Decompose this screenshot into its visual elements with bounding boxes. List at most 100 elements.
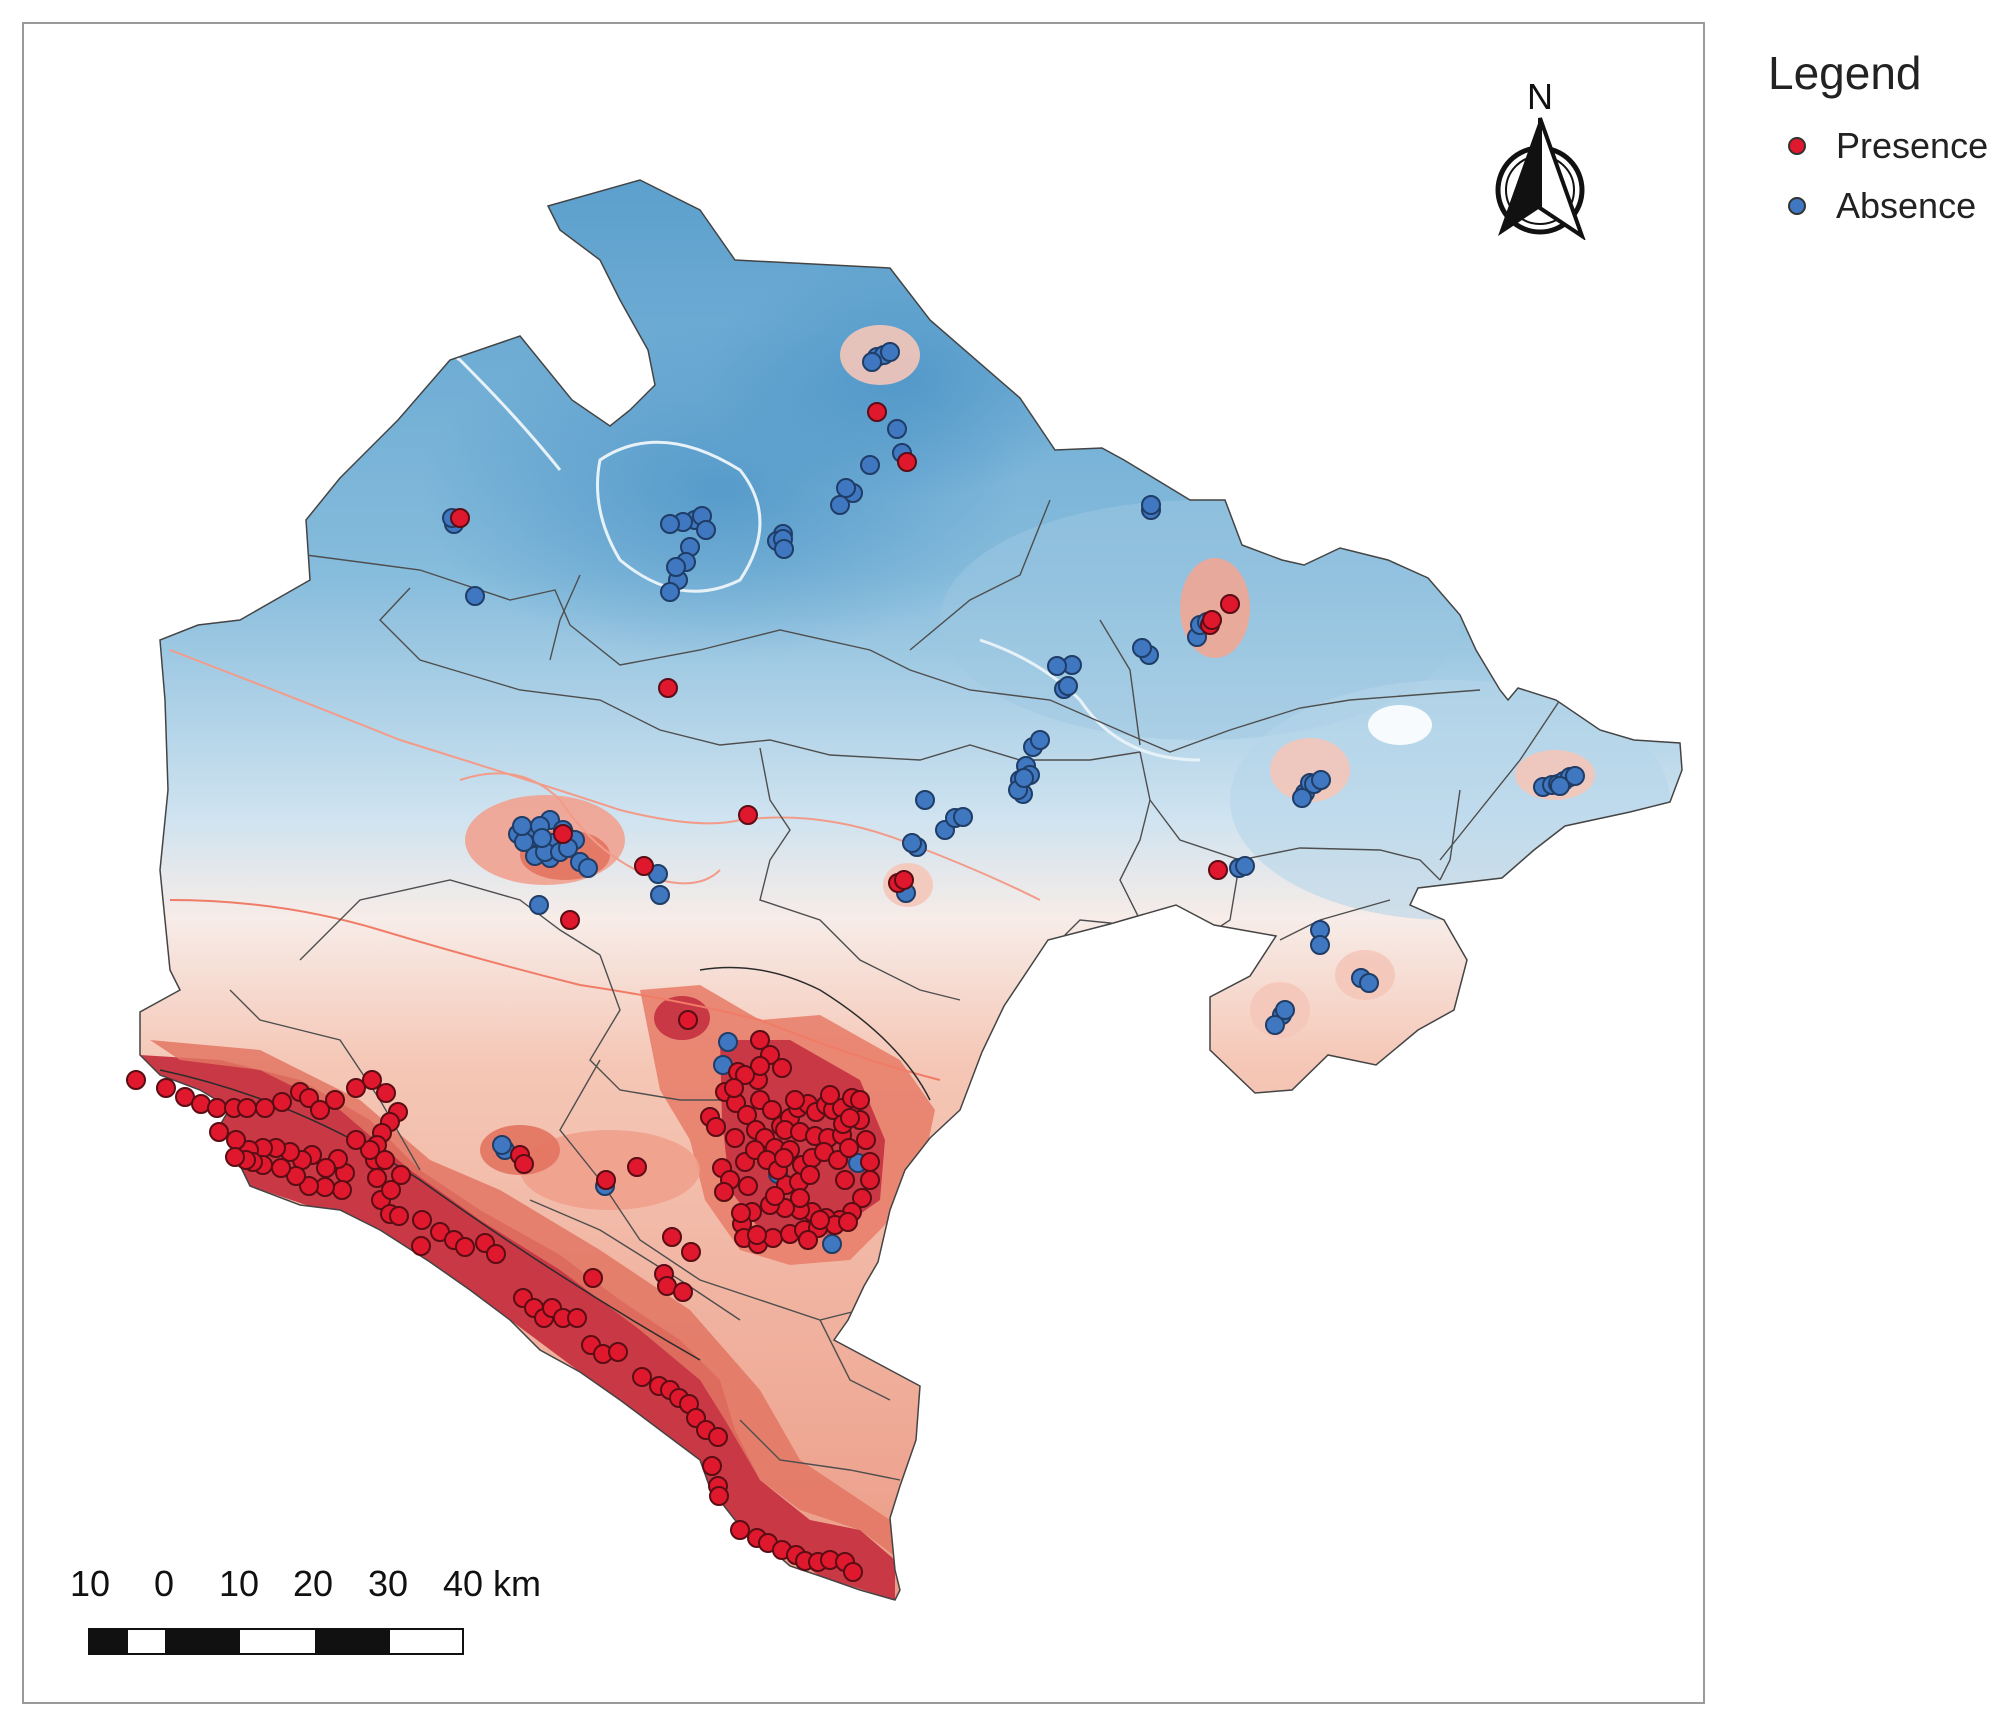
scale-label: 20 — [292, 1563, 334, 1604]
presence-point — [381, 1180, 401, 1200]
scale-bar-segment — [165, 1630, 240, 1653]
presence-marker-icon — [1788, 137, 1806, 155]
presence-point — [553, 824, 573, 844]
presence-point — [673, 1282, 693, 1302]
absence-point — [1275, 1000, 1295, 1020]
absence-point — [915, 790, 935, 810]
presence-point — [316, 1158, 336, 1178]
north-arrow-icon — [1495, 117, 1586, 240]
presence-point — [226, 1130, 246, 1150]
absence-point — [1265, 1015, 1285, 1035]
presence-point — [1202, 610, 1222, 630]
absence-point — [836, 478, 856, 498]
presence-point — [411, 1236, 431, 1256]
scale-bar — [88, 1628, 464, 1655]
presence-point-layer — [126, 402, 1240, 1582]
presence-point — [360, 1140, 380, 1160]
presence-point — [790, 1188, 810, 1208]
presence-point — [310, 1100, 330, 1120]
legend: Legend Presence Absence — [1760, 46, 2010, 236]
presence-point — [798, 1230, 818, 1250]
presence-point — [255, 1098, 275, 1118]
absence-point — [1550, 776, 1570, 796]
presence-point — [567, 1308, 587, 1328]
scale-bar-labels: 10 0 10 20 30 40 km — [62, 1563, 582, 1613]
presence-point — [702, 1456, 722, 1476]
presence-point — [225, 1147, 245, 1167]
absence-point — [1058, 676, 1078, 696]
legend-title: Legend — [1768, 47, 1922, 99]
presence-point — [596, 1170, 616, 1190]
absence-point — [465, 586, 485, 606]
absence-point — [1235, 856, 1255, 876]
presence-point — [346, 1078, 366, 1098]
absence-point — [650, 885, 670, 905]
absence-point — [880, 342, 900, 362]
presence-point — [838, 1212, 858, 1232]
presence-point — [774, 1148, 794, 1168]
presence-point — [367, 1168, 387, 1188]
presence-point — [894, 870, 914, 890]
absence-point — [1132, 638, 1152, 658]
presence-point — [678, 1010, 698, 1030]
presence-point — [762, 1100, 782, 1120]
absence-point — [902, 833, 922, 853]
municipal-borders — [229, 499, 1561, 1481]
presence-point — [765, 1186, 785, 1206]
presence-point — [209, 1122, 229, 1142]
presence-point — [709, 1486, 729, 1506]
absence-point — [1141, 495, 1161, 515]
presence-point — [856, 1130, 876, 1150]
scale-label: 10 — [69, 1563, 111, 1604]
absence-point-layer — [442, 342, 1585, 1254]
scale-bar-segment — [128, 1630, 165, 1653]
presence-point — [840, 1108, 860, 1128]
presence-point — [800, 1165, 820, 1185]
presence-point — [560, 910, 580, 930]
absence-point — [512, 816, 532, 836]
presence-point — [608, 1342, 628, 1362]
presence-point — [332, 1180, 352, 1200]
presence-point — [658, 678, 678, 698]
absence-point — [529, 895, 549, 915]
absence-point — [1310, 935, 1330, 955]
presence-point — [897, 452, 917, 472]
absence-point — [774, 539, 794, 559]
presence-point — [735, 1065, 755, 1085]
presence-point — [662, 1227, 682, 1247]
presence-point — [389, 1206, 409, 1226]
presence-point — [299, 1176, 319, 1196]
presence-point — [455, 1237, 475, 1257]
presence-point — [583, 1268, 603, 1288]
absence-point — [1359, 973, 1379, 993]
presence-point — [860, 1170, 880, 1190]
presence-point — [750, 1056, 770, 1076]
presence-point — [681, 1242, 701, 1262]
absence-point — [1047, 656, 1067, 676]
presence-point — [627, 1157, 647, 1177]
scale-bar-segment — [90, 1630, 128, 1653]
absence-point — [578, 858, 598, 878]
absence-point — [1311, 770, 1331, 790]
scale-label: 40 km — [442, 1563, 542, 1604]
presence-point — [725, 1128, 745, 1148]
scale-label: 10 — [218, 1563, 260, 1604]
north-label: N — [1527, 76, 1553, 117]
absence-point — [1565, 766, 1585, 786]
presence-point — [391, 1165, 411, 1185]
presence-point — [450, 508, 470, 528]
presence-point — [772, 1058, 792, 1078]
presence-point — [156, 1078, 176, 1098]
scale-bar-segment — [240, 1630, 315, 1653]
scale-bar-segment — [315, 1630, 390, 1653]
presence-point — [486, 1244, 506, 1264]
presence-point — [810, 1210, 830, 1230]
legend-label-absence: Absence — [1836, 185, 1977, 226]
scale-label: 30 — [367, 1563, 409, 1604]
presence-point — [272, 1092, 292, 1112]
presence-point — [730, 1520, 750, 1540]
absence-point — [492, 1135, 512, 1155]
presence-point — [835, 1170, 855, 1190]
absence-point — [1014, 768, 1034, 788]
